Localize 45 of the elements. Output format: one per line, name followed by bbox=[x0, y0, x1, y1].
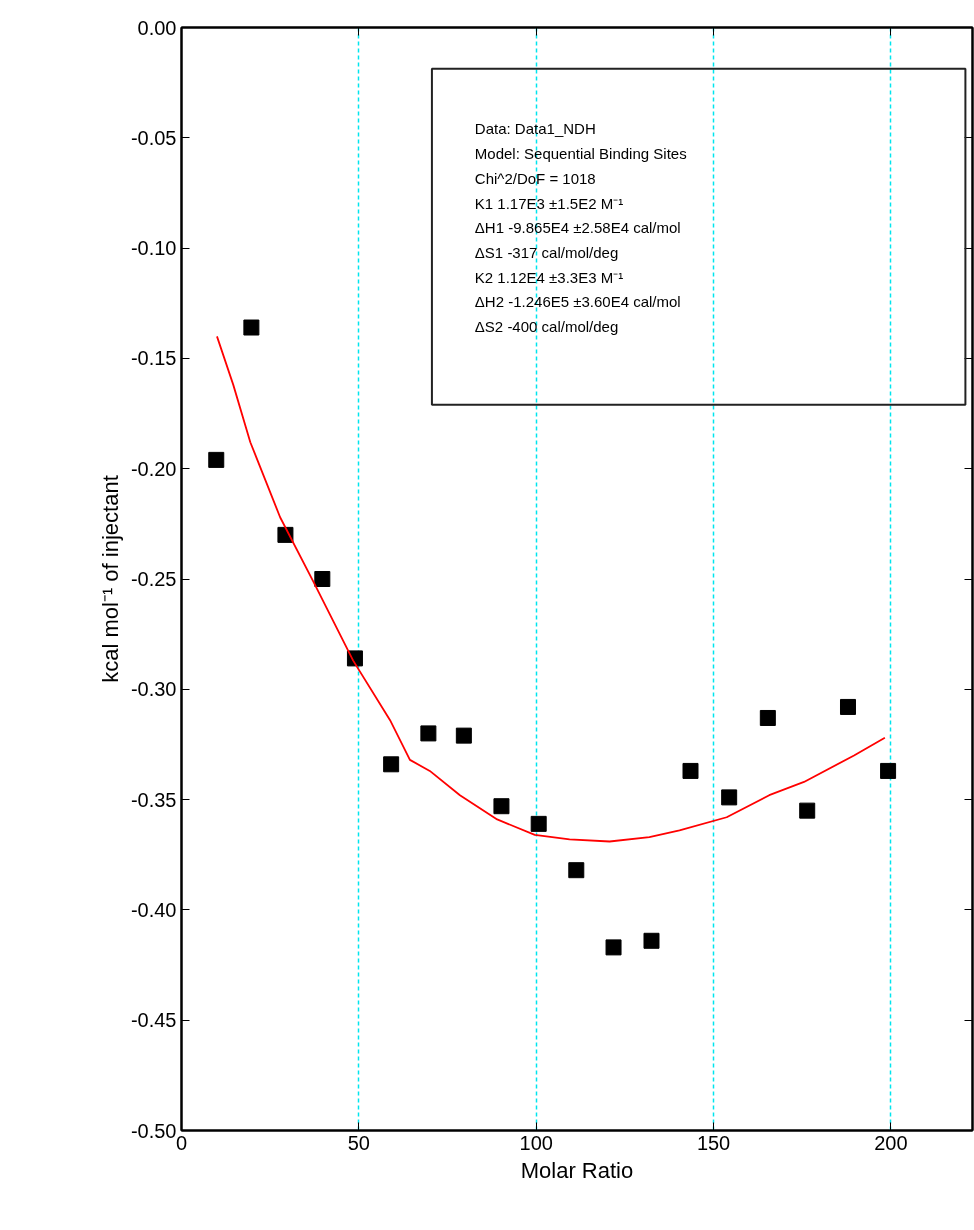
y-tick-label: -0.20 bbox=[130, 457, 177, 480]
point bbox=[721, 789, 738, 806]
point bbox=[208, 451, 225, 468]
y-tick-label: -0.10 bbox=[130, 237, 177, 260]
point bbox=[314, 571, 331, 587]
x-tick-label: 0 bbox=[175, 1131, 188, 1154]
y-axis-title: kcal mol⁻¹ of injectant bbox=[97, 475, 123, 683]
point bbox=[682, 762, 699, 779]
y-tick-label: -0.25 bbox=[130, 568, 177, 590]
point bbox=[840, 698, 856, 715]
x-axis-title: Molar Ratio bbox=[520, 1157, 634, 1183]
point bbox=[420, 725, 437, 742]
point bbox=[455, 727, 472, 744]
point bbox=[799, 802, 816, 819]
annotation: ΔH1 -9.865E4 ±2.58E4 cal/mol bbox=[474, 219, 681, 237]
point bbox=[605, 939, 622, 956]
annotation: ΔS1 -317 cal/mol/deg bbox=[474, 244, 619, 262]
y-tick-label: -0.45 bbox=[130, 1009, 177, 1032]
y-tick-label: -0.40 bbox=[130, 898, 177, 921]
x-tick-label: 200 bbox=[874, 1131, 908, 1154]
y-tick-label: -0.30 bbox=[130, 678, 177, 701]
y-tick-label: -0.05 bbox=[130, 126, 177, 149]
x-tick-label: 150 bbox=[696, 1131, 731, 1154]
x-tick-label: 100 bbox=[519, 1131, 553, 1154]
point bbox=[568, 862, 585, 879]
line-series bbox=[216, 335, 886, 843]
annotation: K2 1.12E4 ±3.3E3 M⁻¹ bbox=[474, 268, 624, 286]
annotation: K1 1.17E3 ±1.5E2 M⁻¹ bbox=[474, 194, 624, 212]
annotation: ΔH2 -1.246E5 ±3.60E4 cal/mol bbox=[474, 293, 681, 311]
annotation: Data: Data1_NDH bbox=[474, 120, 596, 138]
y-tick-label: -0.50 bbox=[130, 1119, 177, 1142]
y-tick-label: 0.00 bbox=[137, 16, 177, 39]
annotation: ΔS2 -400 cal/mol/deg bbox=[474, 318, 619, 336]
point bbox=[493, 798, 510, 815]
point bbox=[880, 762, 897, 779]
point bbox=[530, 815, 547, 832]
x-tick-label: 50 bbox=[347, 1131, 370, 1154]
annotation: Chi^2/DoF = 1018 bbox=[474, 169, 596, 187]
point bbox=[643, 932, 660, 949]
y-tick-label: -0.15 bbox=[130, 347, 177, 370]
point bbox=[383, 756, 400, 773]
point bbox=[759, 709, 776, 726]
annotation: Model: Sequential Binding Sites bbox=[474, 145, 687, 163]
y-tick-label: -0.35 bbox=[130, 788, 177, 811]
point bbox=[243, 319, 260, 336]
